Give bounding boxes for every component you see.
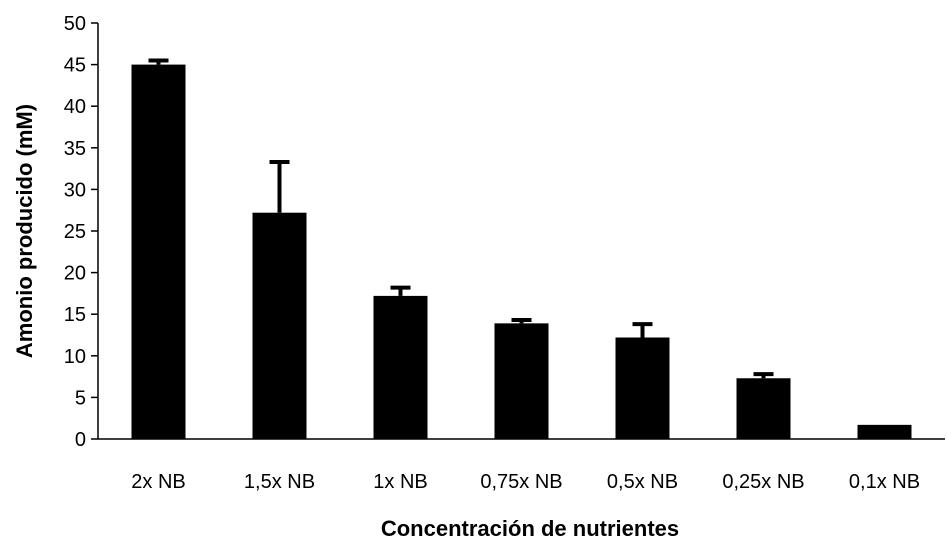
x-ticks: 2x NB 1,5x NB 1x NB 0,75x NB 0,5x NB 0,25x NB… [131,471,920,493]
x-tick-label: 0,1x NB [849,471,920,493]
x-axis: 2x NB 1,5x NB 1x NB 0,75x NB 0,5x NB 0,25x NB… [98,438,945,493]
y-tick-label: 5 [75,387,86,409]
x-tick-label: 2x NB [131,471,185,493]
bars [131,64,912,439]
y-tick-label: 35 [64,138,86,160]
y-tick-label: 50 [64,13,86,35]
y-ticks: 0 5 10 15 20 25 30 35 40 45 50 [64,13,98,451]
bar [736,378,791,439]
y-tick-label: 30 [64,179,86,201]
bar [131,64,186,439]
x-axis-title: Concentración de nutrientes [381,516,679,541]
y-tick-label: 40 [64,96,86,118]
bar [857,424,912,439]
y-tick-label: 25 [64,221,86,243]
y-tick-label: 15 [64,304,86,326]
bar [615,337,670,439]
x-tick-label: 0,5x NB [607,471,678,493]
y-tick-label: 45 [64,55,86,77]
y-axis: 0 5 10 15 20 25 30 35 40 45 50 [64,13,99,451]
y-axis-title: Amonio producido (mM) [12,104,37,358]
bar [252,212,307,439]
y-tick-label: 10 [64,346,86,368]
y-tick-label: 20 [64,263,86,285]
error-bars [148,58,774,379]
x-tick-label: 0,25x NB [722,471,804,493]
x-tick-label: 1,5x NB [244,471,315,493]
bar [373,295,428,439]
x-tick-label: 0,75x NB [480,471,562,493]
bar [494,323,549,439]
x-tick-label: 1x NB [373,471,427,493]
y-tick-label: 0 [75,429,86,451]
